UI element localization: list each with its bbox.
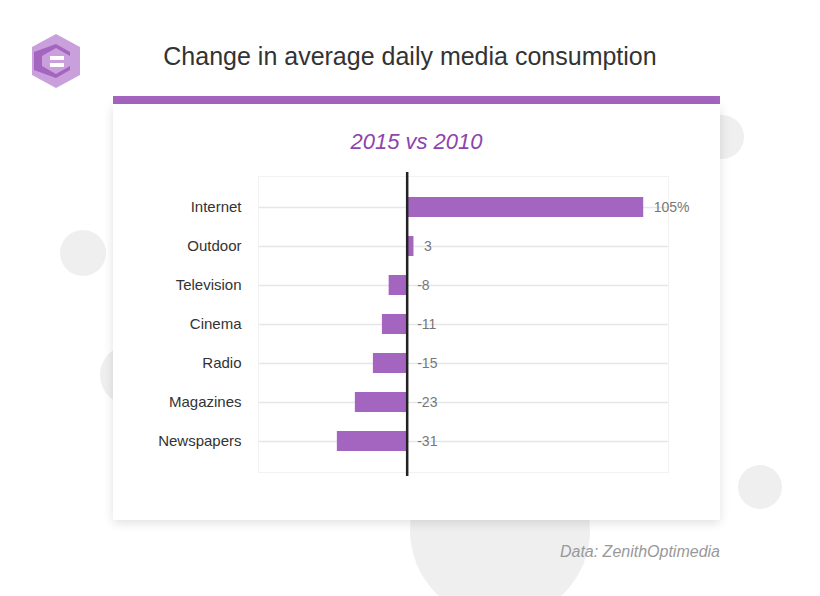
svg-text:-31: -31 <box>417 433 437 449</box>
svg-text:Outdoor: Outdoor <box>187 237 241 254</box>
html-text:2015 vs 2010: 2015 vs 2010 <box>350 129 483 154</box>
svg-text:-8: -8 <box>417 277 430 293</box>
svg-text:-23: -23 <box>417 394 437 410</box>
svg-text:Internet: Internet <box>191 198 243 215</box>
html-text:Data: ZenithOptimedia: Data: ZenithOptimedia <box>559 543 720 560</box>
svg-text:3: 3 <box>424 238 432 254</box>
svg-text:-15: -15 <box>417 355 437 371</box>
svg-text:Newspapers: Newspapers <box>158 432 241 449</box>
html-text:Change in average daily media: Change in average daily media consumptio… <box>163 42 657 70</box>
svg-text:Radio: Radio <box>202 354 241 371</box>
svg-text:-11: -11 <box>417 316 436 332</box>
svg-text:Magazines: Magazines <box>169 393 242 410</box>
svg-text:Cinema: Cinema <box>190 315 242 332</box>
svg-text:Television: Television <box>176 276 242 293</box>
svg-text:105%: 105% <box>654 199 690 215</box>
